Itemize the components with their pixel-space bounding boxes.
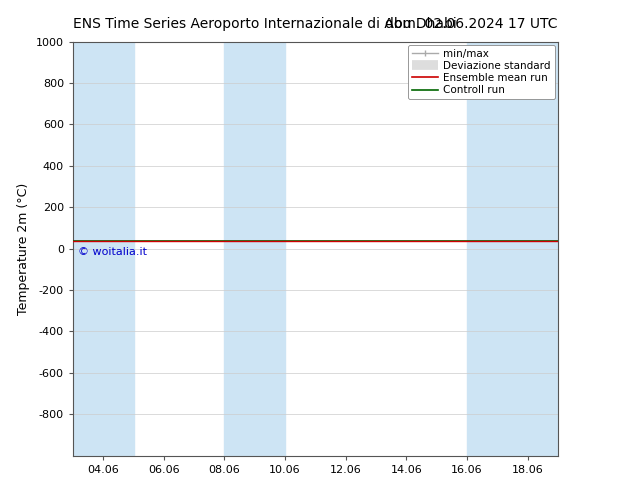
Bar	[467, 42, 558, 456]
Bar	[73, 42, 134, 456]
Text: dom. 02.06.2024 17 UTC: dom. 02.06.2024 17 UTC	[385, 17, 558, 31]
Y-axis label: Temperature 2m (°C): Temperature 2m (°C)	[17, 183, 30, 315]
Text: ENS Time Series Aeroporto Internazionale di Abu Dhabi: ENS Time Series Aeroporto Internazionale…	[73, 17, 456, 31]
Text: © woitalia.it: © woitalia.it	[78, 246, 146, 257]
Legend: min/max, Deviazione standard, Ensemble mean run, Controll run: min/max, Deviazione standard, Ensemble m…	[408, 45, 555, 99]
Bar	[224, 42, 285, 456]
